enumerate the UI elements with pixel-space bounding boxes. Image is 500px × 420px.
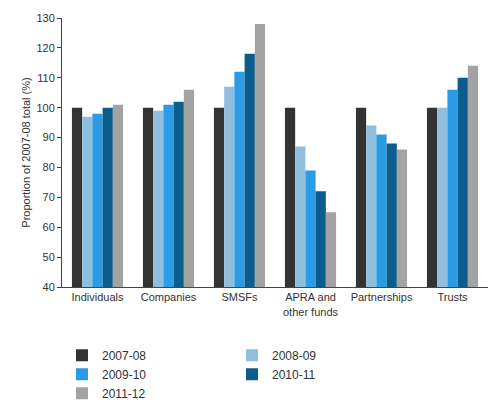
svg-text:SMSFs: SMSFs [221,291,258,303]
svg-text:2011-12: 2011-12 [102,387,145,401]
svg-text:60: 60 [43,221,55,233]
svg-text:2009-10: 2009-10 [102,368,146,382]
svg-text:Individuals: Individuals [72,291,124,303]
svg-text:Partnerships: Partnerships [351,291,413,303]
svg-text:40: 40 [43,281,55,293]
svg-text:APRA andother funds: APRA andother funds [283,291,339,317]
svg-text:2007-08: 2007-08 [102,349,146,363]
svg-text:2010-11: 2010-11 [272,368,315,382]
svg-text:100: 100 [36,102,54,114]
svg-text:Proportion of 2007-08 total (%: Proportion of 2007-08 total (%) [20,77,32,227]
svg-text:Companies: Companies [141,291,197,303]
svg-text:130: 130 [36,12,54,24]
svg-text:120: 120 [36,42,54,54]
svg-text:70: 70 [43,191,55,203]
svg-text:50: 50 [43,251,55,263]
svg-text:110: 110 [37,72,55,84]
svg-text:80: 80 [43,161,55,173]
svg-text:Trusts: Trusts [437,291,468,303]
svg-text:2008-09: 2008-09 [272,349,316,363]
svg-text:90: 90 [43,131,55,143]
